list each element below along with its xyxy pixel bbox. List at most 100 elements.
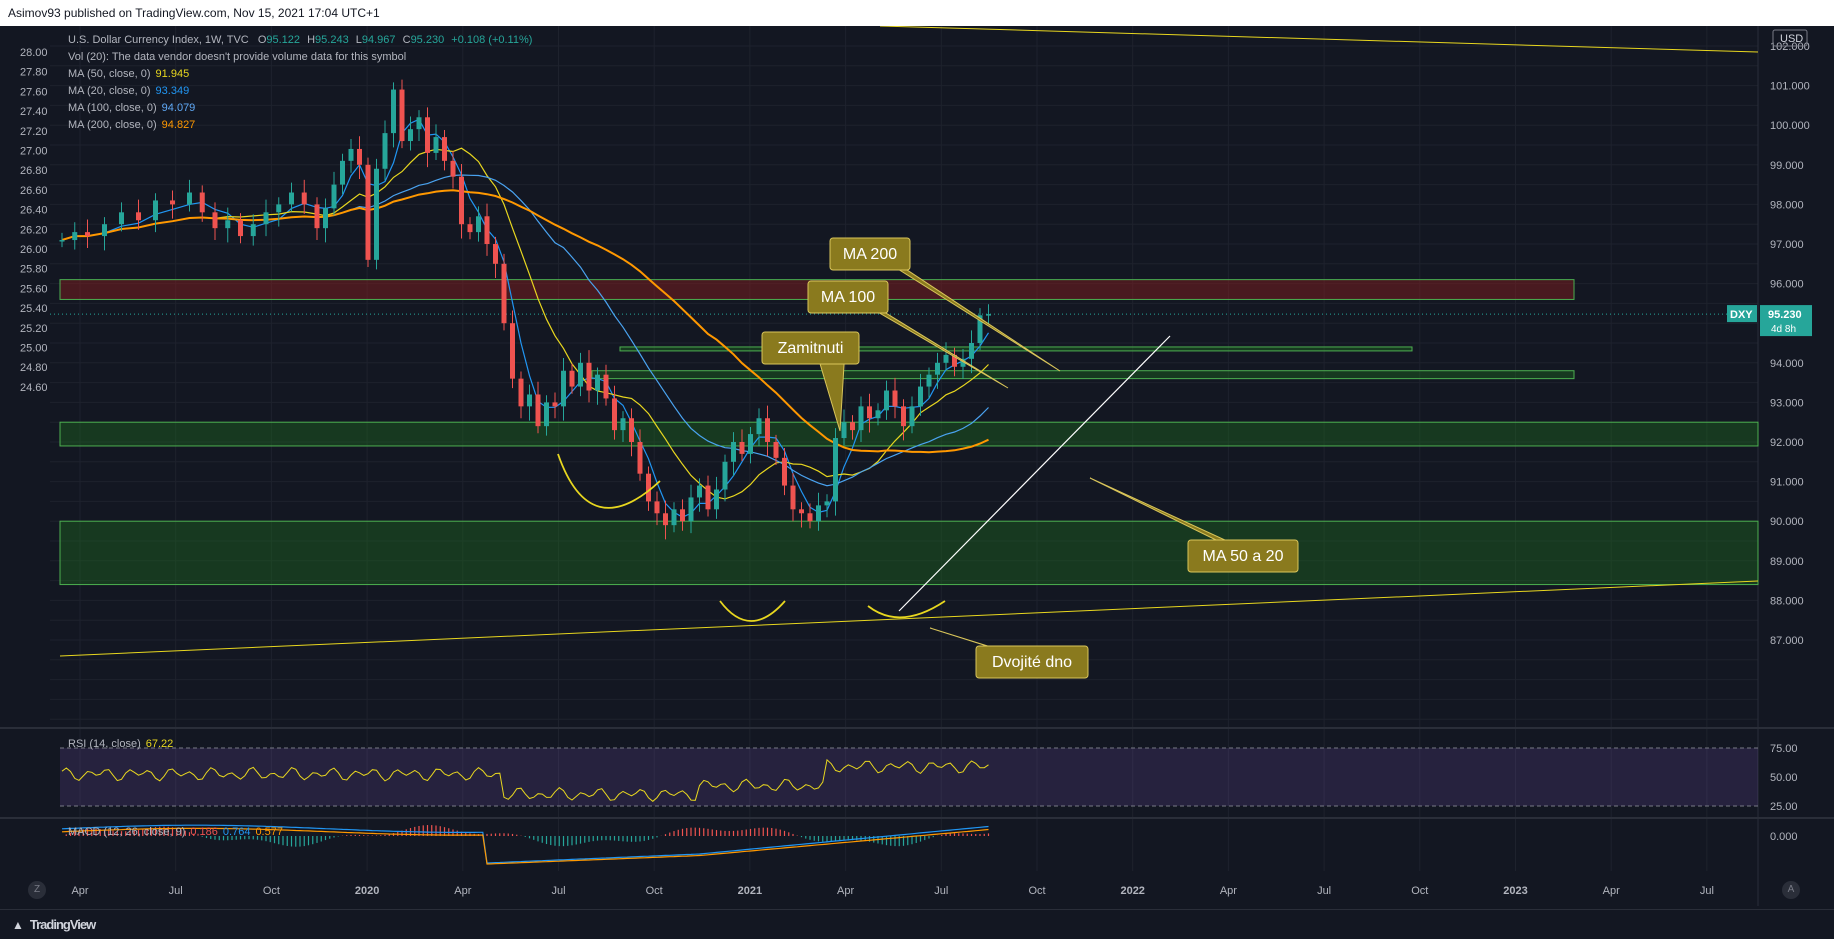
time-axis-tick: Oct <box>1411 885 1428 897</box>
candle-body <box>467 224 473 233</box>
drawing-shapes: MA 200 MA 100 Zamitnuti MA 50 a 20 Dvojité d… <box>557 237 1299 679</box>
candle-body <box>637 442 643 474</box>
ma100-value: 94.079 <box>161 102 196 114</box>
tradingview-brand[interactable]: TradingView <box>29 917 96 932</box>
candle-body <box>199 192 205 213</box>
left-axis-tick: 26.80 <box>20 165 48 177</box>
candle-body <box>544 402 549 427</box>
time-axis-tick: Jul <box>934 885 948 897</box>
auto-scale-button[interactable]: A <box>1782 881 1800 899</box>
right-axis-tick: 87.000 <box>1770 635 1804 647</box>
bottom-arc-right <box>867 600 946 619</box>
currency-box <box>1772 29 1808 47</box>
tradingview-logo-icon: ▲ <box>12 917 24 932</box>
ma50-value: 91.945 <box>155 68 190 80</box>
rsi-label: RSI (14, close) <box>68 738 141 750</box>
legend-ma200-row[interactable]: MA (200, close, 0) 94.827 <box>68 119 195 131</box>
rsi-value: 67.22 <box>145 738 174 750</box>
ma50a20-text: MA 50 a 20 <box>1203 548 1284 565</box>
candle-body <box>841 422 847 439</box>
candle-body <box>952 354 957 367</box>
candle-body <box>331 184 337 209</box>
ohlc-open-label: O <box>257 34 267 46</box>
zamitnuti-box <box>761 331 860 365</box>
main-chart[interactable]: 28.00 27.80 27.60 27.40 27.20 27.00 26.80 26.60… <box>0 26 1834 935</box>
price-tag-countdown: 4d 8h <box>1771 324 1796 335</box>
macd-tick: 0.000 <box>1770 831 1798 843</box>
ma200-value: 94.827 <box>161 119 196 131</box>
ma50-label: MA (50, close, 0) <box>68 68 151 80</box>
time-axis-tick: 2021 <box>738 885 762 897</box>
legend-ma100-row[interactable]: MA (100, close, 0) 94.079 <box>68 102 195 114</box>
candle-body <box>433 137 439 153</box>
candle-body <box>926 374 932 387</box>
left-axis-tick: 27.00 <box>20 146 48 158</box>
ohlc-low: 94.967 <box>361 34 396 46</box>
candle-body <box>416 117 422 130</box>
time-axis-tick: Jul <box>1700 885 1714 897</box>
z-button[interactable]: Z <box>28 881 46 899</box>
candle-body <box>365 164 371 260</box>
macd-legend[interactable]: MACD (12, 26, close, 9) 0.186 0.764 0.577 <box>68 826 283 838</box>
right-axis-tick: 99.000 <box>1770 160 1804 172</box>
ohlc-high-label: H <box>307 34 316 46</box>
candle-body <box>170 200 175 205</box>
support-zone <box>59 421 1759 447</box>
left-axis-tick: 25.00 <box>20 343 48 355</box>
candle-body <box>348 148 354 161</box>
candle-body <box>187 192 192 205</box>
candle-body <box>510 323 515 379</box>
candle-body <box>816 505 821 522</box>
time-axis-tick: Apr <box>1603 885 1620 897</box>
time-axis-tick: Oct <box>646 885 663 897</box>
candle-body <box>586 362 592 391</box>
candle-body <box>918 386 923 407</box>
candle-body <box>977 315 983 343</box>
right-axis-tick: 102.000 <box>1770 41 1810 53</box>
candle-body <box>654 501 660 514</box>
candle-body <box>943 354 949 363</box>
candle-body <box>442 137 447 161</box>
rsi-tick: 50.00 <box>1770 772 1798 784</box>
symbol-name[interactable]: U.S. Dollar Currency Index, 1W, TVC <box>68 34 249 46</box>
candle-body <box>935 362 940 375</box>
candle-body <box>425 117 430 153</box>
time-axis-tick: 2020 <box>355 885 379 897</box>
candle-body <box>833 438 838 502</box>
candle-body <box>323 208 328 229</box>
ma20-line <box>61 118 990 518</box>
candle-body <box>119 212 124 225</box>
candle-body <box>374 168 379 260</box>
candle-body <box>450 160 456 177</box>
time-axis-tick: Apr <box>454 885 471 897</box>
candle-body <box>408 129 413 142</box>
candle-body <box>901 406 906 427</box>
price-tag-value: 95.230 <box>1768 309 1802 321</box>
left-axis-tick: 27.20 <box>20 126 48 138</box>
left-axis-tick: 27.80 <box>20 67 48 79</box>
legend-ma50-row[interactable]: MA (50, close, 0) 91.945 <box>68 68 189 80</box>
legend-ma20-row[interactable]: MA (20, close, 0) 93.349 <box>68 85 189 97</box>
ma50a20-callout: MA 50 a 20 <box>1089 477 1299 573</box>
candle-body <box>807 513 813 522</box>
time-axis-tick: Apr <box>837 885 854 897</box>
published-bar: Asimov93 published on TradingView.com, N… <box>0 0 1834 26</box>
candle-body <box>790 485 796 510</box>
candle-body <box>688 497 694 522</box>
ohlc-change: +0.108 (+0.11%) <box>451 34 533 46</box>
rsi-legend[interactable]: RSI (14, close) 67.22 <box>68 738 173 750</box>
ma100-text: MA 100 <box>821 289 875 306</box>
left-axis-tick: 25.20 <box>20 323 48 335</box>
candle-body <box>960 358 966 367</box>
candle-body <box>301 192 307 205</box>
volume-note: Vol (20): The data vendor doesn't provid… <box>68 51 407 63</box>
right-axis-tick: 94.000 <box>1770 358 1804 370</box>
left-axis-tick: 24.60 <box>20 382 48 394</box>
candle-body <box>518 378 524 407</box>
candle-body <box>484 216 490 244</box>
symbol-tag-text: DXY <box>1730 309 1753 321</box>
lower-trend-line <box>59 580 1759 657</box>
candle-body <box>909 406 915 427</box>
left-axis-tick: 25.60 <box>20 283 48 295</box>
